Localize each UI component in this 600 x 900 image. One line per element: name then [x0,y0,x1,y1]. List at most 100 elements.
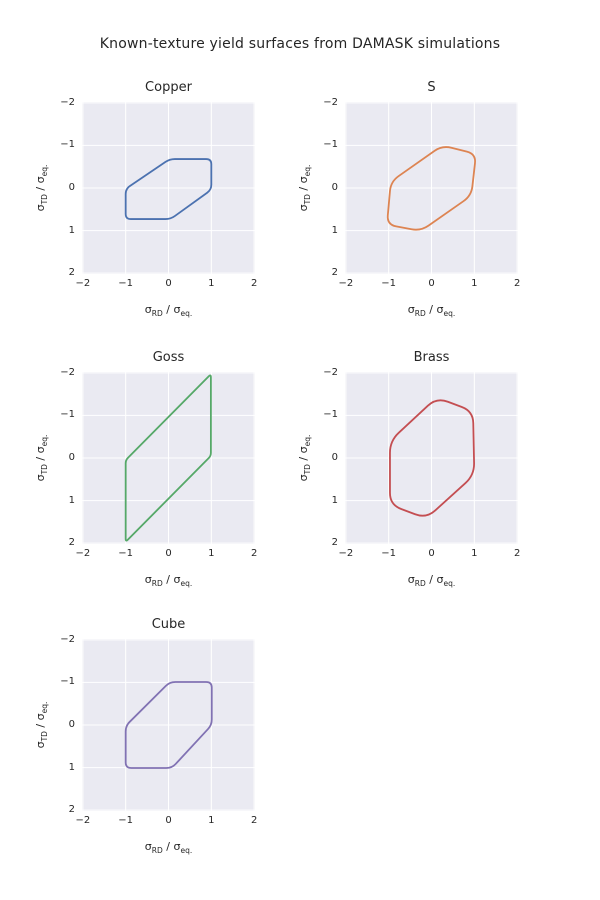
separator-slash: / [429,573,433,586]
y-tick-label: 0 [68,182,75,193]
x-tick-label: −2 [75,548,91,559]
y-axis-label: σTD / σeq. [34,398,50,518]
yield-surface-curve-cube [124,681,213,769]
x-tick-label: −1 [118,548,134,559]
separator-slash: / [429,303,433,316]
x-axis-label: σRD / σeq. [82,303,255,318]
subplot-title: S [427,80,436,95]
x-tick-label: −1 [381,548,397,559]
x-tick-label: −1 [118,278,134,289]
separator-slash: / [34,186,47,191]
x-tick-label: 0 [428,278,435,289]
yield-surface-curve-goss [124,374,212,542]
y-tick-label: 2 [68,537,75,549]
y-tick-label: 1 [68,761,75,773]
sigma-symbol: σ [34,741,47,749]
sigma-symbol: σ [436,303,444,316]
sigma-symbol: σ [34,446,47,454]
sigma-symbol: σ [297,446,310,454]
yield-surface-curve-s [386,146,476,231]
x-tick-label: 0 [165,278,172,289]
y-tick-label: −2 [323,96,338,108]
y-tick-label: −1 [60,676,75,688]
axis-subscript: RD [414,309,426,319]
x-tick-label: 2 [513,278,521,289]
x-axis-label: σRD / σeq. [82,840,255,855]
sigma-symbol: σ [144,840,152,853]
axis-subscript: RD [151,309,163,319]
axis-subscript: eq. [303,164,313,177]
subplot-title: Copper [145,80,192,95]
subplot-copper: Copper −2 −2 −1 −1 0 0 1 1 2 2 σRD / σeq. σTD / σeq. [27,76,277,328]
y-tick-label: −2 [60,96,75,108]
axis-subscript: eq. [40,701,50,714]
x-tick-label: 1 [208,815,215,826]
separator-slash: / [166,840,170,853]
plot-area-goss [82,372,255,544]
x-tick-label: 2 [250,815,258,826]
subplot-title: Cube [151,617,186,632]
separator-slash: / [297,456,310,461]
y-axis-label: σTD / σeq. [297,128,313,248]
x-axis-label: σRD / σeq. [345,303,518,318]
y-tick-label: 1 [331,224,338,236]
axis-subscript: TD [303,194,313,205]
y-tick-label: 2 [331,267,338,279]
axis-subscript: RD [151,846,163,856]
axis-subscript: eq. [180,309,193,319]
x-axis-label: σRD / σeq. [82,573,255,588]
x-tick-label: 1 [208,548,215,559]
axis-subscript: TD [40,464,50,475]
separator-slash: / [297,186,310,191]
subplot-cube: Cube −2 −2 −1 −1 0 0 1 1 2 2 σRD / σeq. σTD / σeq. [27,613,277,865]
axis-subscript: RD [151,579,163,589]
x-tick-label: −1 [381,278,397,289]
x-tick-label: 0 [428,548,435,559]
y-tick-label: 2 [331,537,338,549]
subplot-s: S −2 −2 −1 −1 0 0 1 1 2 2 σRD / σeq. σTD / σeq. [290,76,540,328]
x-axis-label: σRD / σeq. [345,573,518,588]
axis-subscript: eq. [180,846,193,856]
axis-subscript: TD [40,731,50,742]
y-tick-label: −1 [323,139,338,151]
sigma-symbol: σ [34,176,47,184]
y-axis-label: σTD / σeq. [34,128,50,248]
subplot-title: Goss [152,350,185,365]
y-tick-label: 1 [331,494,338,506]
sigma-symbol: σ [144,573,152,586]
separator-slash: / [166,573,170,586]
sigma-symbol: σ [34,204,47,212]
axis-subscript: RD [414,579,426,589]
sigma-symbol: σ [173,840,181,853]
sigma-symbol: σ [436,573,444,586]
y-tick-label: 2 [68,804,75,816]
y-tick-label: −1 [60,409,75,421]
x-tick-label: −2 [338,548,354,559]
separator: / [163,303,174,316]
sigma-symbol: σ [407,573,415,586]
sigma-symbol: σ [297,176,310,184]
yield-surface-curve-brass [389,399,475,517]
sigma-symbol: σ [297,204,310,212]
y-tick-label: 0 [68,719,75,730]
separator: / [297,183,310,194]
y-tick-label: −1 [323,409,338,421]
x-tick-label: −2 [75,815,91,826]
y-tick-label: −2 [60,633,75,645]
x-tick-label: −1 [118,815,134,826]
plot-area-brass [345,372,518,544]
plot-area-copper [82,102,255,274]
separator: / [426,303,437,316]
y-tick-label: 0 [331,452,338,463]
axis-subscript: eq. [303,434,313,447]
axis-subscript: eq. [40,164,50,177]
y-tick-label: 1 [68,224,75,236]
axis-subscript: eq. [443,579,456,589]
y-tick-label: 0 [68,452,75,463]
y-tick-label: −2 [323,366,338,378]
x-tick-label: 1 [471,278,478,289]
x-tick-label: 2 [250,548,258,559]
x-tick-label: 0 [165,815,172,826]
x-tick-label: 1 [471,548,478,559]
